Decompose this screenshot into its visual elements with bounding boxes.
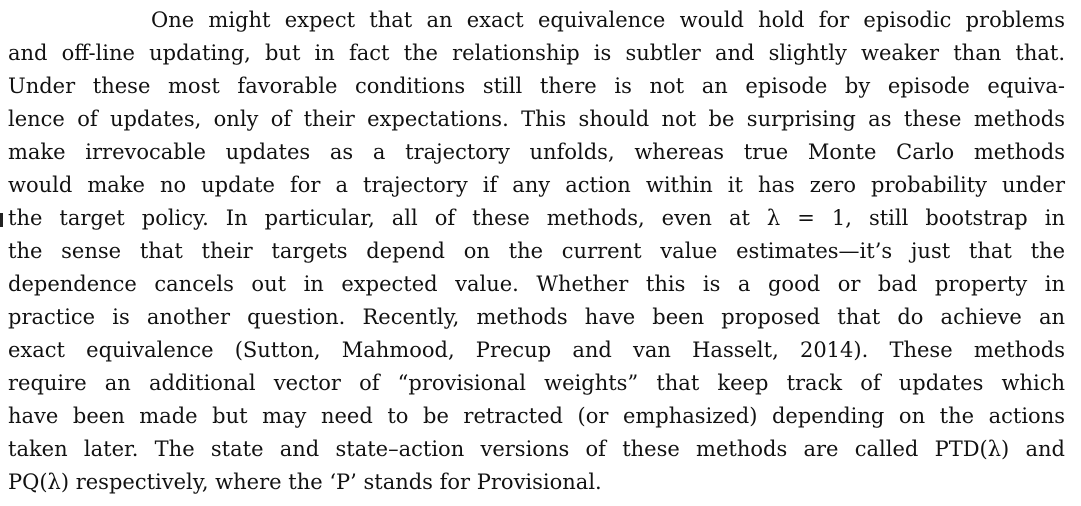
text-line: would make no update for a trajectory if…	[8, 173, 1065, 197]
text-line: the sense that their targets depend on t…	[8, 239, 1065, 263]
text-line: have been made but may need to be retrac…	[8, 404, 1065, 428]
text-line: dependence cancels out in expected value…	[8, 272, 1065, 296]
text-line: and off-line updating, but in fact the r…	[8, 41, 1065, 65]
text-line: exact equivalence (Sutton, Mahmood, Prec…	[8, 338, 1065, 362]
text-line: lence of updates, only of their expectat…	[8, 107, 1065, 131]
text-line: require an additional vector of “provisi…	[8, 371, 1065, 395]
body-paragraph: One might expect that an exact equivalen…	[8, 4, 1065, 499]
margin-mark	[0, 213, 3, 227]
text-line: make irrevocable updates as a trajectory…	[8, 140, 1065, 164]
text-line: One might expect that an exact equivalen…	[151, 8, 1065, 32]
text-line: the target policy. In particular, all of…	[8, 206, 1065, 230]
text-line: Under these most favorable conditions st…	[8, 74, 1065, 98]
text-line: practice is another question. Recently, …	[8, 305, 1065, 329]
text-page: One might expect that an exact equivalen…	[8, 4, 1065, 499]
text-line: PQ(λ) respectively, where the ‘P’ stands…	[8, 470, 602, 494]
text-line: taken later. The state and state–action …	[8, 437, 1065, 461]
